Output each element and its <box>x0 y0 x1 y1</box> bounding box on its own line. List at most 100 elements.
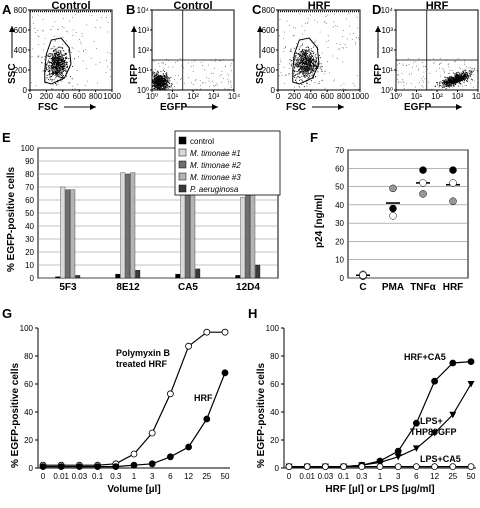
series-marker <box>431 377 439 385</box>
cell-dot <box>333 21 335 23</box>
cell-dot <box>48 56 50 58</box>
cell-dot <box>165 83 167 85</box>
cell-dot <box>301 71 302 73</box>
cell-dot <box>466 75 468 77</box>
cell-dot <box>51 57 53 59</box>
cell-dot <box>78 89 80 90</box>
cell-dot <box>63 63 65 65</box>
cell-dot <box>308 55 310 57</box>
cell-dot <box>296 52 298 54</box>
cell-dot <box>85 49 87 50</box>
y-tick-label: 20 <box>25 248 34 257</box>
y-tick-label: 200 <box>262 66 276 75</box>
data-point <box>359 271 367 280</box>
cell-dot <box>86 24 88 26</box>
cell-dot <box>325 16 327 17</box>
cell-dot <box>157 79 159 81</box>
cell-dot <box>300 62 302 64</box>
cell-dot <box>456 81 458 83</box>
cell-dot <box>450 79 452 81</box>
cell-dot <box>294 58 296 60</box>
cell-dot <box>72 88 73 90</box>
cell-dot <box>302 67 304 69</box>
cell-dot <box>303 56 305 58</box>
cell-dot <box>308 58 310 60</box>
cell-dot <box>305 52 307 54</box>
cell-dot <box>297 53 299 55</box>
cell-dot <box>306 73 308 75</box>
data-point <box>389 184 397 193</box>
cell-dot <box>166 74 168 76</box>
cell-dot <box>305 51 307 52</box>
cell-dot <box>301 79 303 81</box>
cell-dot <box>299 61 301 63</box>
cell-dot <box>155 74 157 76</box>
cell-dot <box>306 67 308 69</box>
cell-dot <box>63 54 65 56</box>
series-annotation: THP89GFP <box>410 427 457 437</box>
cell-dot <box>59 59 61 61</box>
cell-dot <box>164 77 166 79</box>
legend-box <box>174 130 281 196</box>
cell-dot <box>444 72 445 74</box>
cell-dot <box>303 75 305 77</box>
cell-dot <box>461 79 463 81</box>
cell-dot <box>470 74 471 76</box>
cell-dot <box>60 55 62 57</box>
cell-dot <box>69 60 71 62</box>
cell-dot <box>168 81 170 83</box>
cell-dot <box>166 77 168 79</box>
cell-dot <box>309 63 311 65</box>
cell-dot <box>402 63 404 65</box>
x-tick-label: 10⁰ <box>390 92 402 101</box>
cell-dot <box>302 60 304 62</box>
cell-dot <box>311 56 313 58</box>
cell-dot <box>192 71 194 72</box>
cell-dot <box>459 77 461 79</box>
cell-dot <box>299 51 301 53</box>
cell-dot <box>155 75 157 77</box>
cell-dot <box>305 54 307 55</box>
cell-dot <box>455 73 457 75</box>
cell-dot <box>316 65 318 67</box>
cell-dot <box>473 71 474 72</box>
x-tick-label: 1000 <box>103 92 121 101</box>
bar <box>70 189 76 279</box>
cell-dot <box>58 68 60 70</box>
cell-dot <box>463 71 465 73</box>
cell-dot <box>233 73 234 75</box>
cell-dot <box>453 72 454 74</box>
cell-dot <box>65 75 67 77</box>
cell-dot <box>307 55 308 57</box>
cell-dot <box>446 82 448 84</box>
cell-dot <box>161 79 163 81</box>
y-tick-label: 100 <box>20 324 34 333</box>
cell-dot <box>156 77 158 79</box>
cell-dot <box>293 26 294 28</box>
cell-dot <box>299 57 301 59</box>
cell-dot <box>155 87 156 89</box>
cell-dot <box>204 82 206 84</box>
cell-dot <box>159 75 161 77</box>
cell-dot <box>455 74 456 76</box>
cell-dot <box>306 58 308 60</box>
cell-dot <box>160 87 162 89</box>
cell-dot <box>308 67 310 69</box>
cell-dot <box>169 80 171 82</box>
cell-dot <box>47 75 49 76</box>
cell-dot <box>302 53 304 55</box>
cell-dot <box>303 75 305 77</box>
cell-dot <box>293 75 295 77</box>
cell-dot <box>469 74 471 76</box>
cell-dot <box>469 73 471 75</box>
cell-dot <box>215 58 217 60</box>
cell-dot <box>305 56 307 58</box>
cell-dot <box>162 77 164 79</box>
cell-dot <box>455 77 457 79</box>
cell-dot <box>48 61 50 63</box>
cell-dot <box>453 79 455 81</box>
cell-dot <box>295 57 297 59</box>
cell-dot <box>317 64 319 65</box>
cell-dot <box>57 29 58 31</box>
cell-dot <box>54 71 56 72</box>
